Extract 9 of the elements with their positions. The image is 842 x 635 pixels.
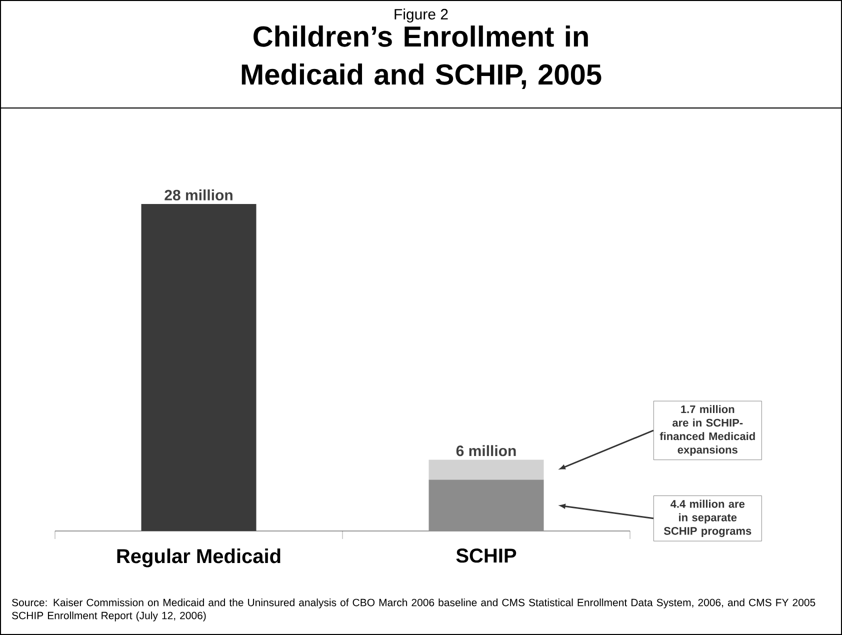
chart-title: Children’s Enrollment in Medicaid and SCHIP, 2005 [242, 26, 602, 90]
x-tick-label: SCHIP [456, 548, 516, 563]
annotation: 28 million [164, 189, 232, 200]
x-tick-label: Regular Medicaid [117, 548, 280, 568]
annotation: 6 million [456, 445, 516, 456]
chart-subtitle: Figure 2 [394, 8, 448, 22]
text: 1.7 million are in SCHIP-financed Medicaid expansions [660, 405, 755, 456]
source-note: Source: Kaiser Commission on Medicaid and the Uninsured analysis of CBO March 2006 baseline and CMS Statistical Enrollment Data System, 2006, and CMS FY 2005 SCHIP Enrollment Report (July 12, 2006) [12, 598, 816, 622]
text: 4.4 million are in separate SCHIP programs [664, 500, 752, 538]
